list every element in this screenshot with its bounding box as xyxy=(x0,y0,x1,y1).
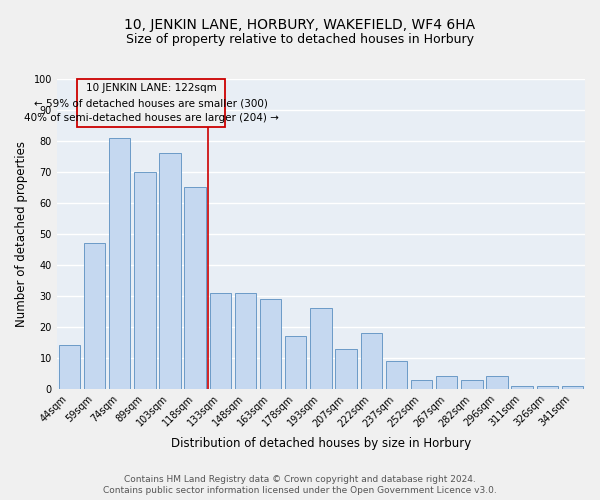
Text: 10 JENKIN LANE: 122sqm
← 59% of detached houses are smaller (300)
40% of semi-de: 10 JENKIN LANE: 122sqm ← 59% of detached… xyxy=(23,83,278,123)
Bar xyxy=(562,386,583,389)
Text: 10, JENKIN LANE, HORBURY, WAKEFIELD, WF4 6HA: 10, JENKIN LANE, HORBURY, WAKEFIELD, WF4… xyxy=(124,18,476,32)
Bar xyxy=(209,293,231,389)
Bar xyxy=(285,336,307,389)
Bar xyxy=(461,380,482,389)
Text: Size of property relative to detached houses in Horbury: Size of property relative to detached ho… xyxy=(126,32,474,46)
Text: Contains public sector information licensed under the Open Government Licence v3: Contains public sector information licen… xyxy=(103,486,497,495)
Bar xyxy=(235,293,256,389)
X-axis label: Distribution of detached houses by size in Horbury: Distribution of detached houses by size … xyxy=(171,437,471,450)
Bar xyxy=(159,154,181,389)
Bar xyxy=(486,376,508,389)
Bar xyxy=(134,172,155,389)
Bar xyxy=(260,299,281,389)
Bar xyxy=(310,308,332,389)
Bar xyxy=(511,386,533,389)
Bar xyxy=(411,380,432,389)
Bar xyxy=(536,386,558,389)
Bar xyxy=(59,346,80,389)
Bar xyxy=(436,376,457,389)
Y-axis label: Number of detached properties: Number of detached properties xyxy=(15,141,28,327)
Bar xyxy=(84,243,105,389)
Bar xyxy=(335,348,357,389)
Bar xyxy=(361,333,382,389)
Bar xyxy=(184,188,206,389)
Text: Contains HM Land Registry data © Crown copyright and database right 2024.: Contains HM Land Registry data © Crown c… xyxy=(124,475,476,484)
Bar xyxy=(386,361,407,389)
Bar xyxy=(109,138,130,389)
